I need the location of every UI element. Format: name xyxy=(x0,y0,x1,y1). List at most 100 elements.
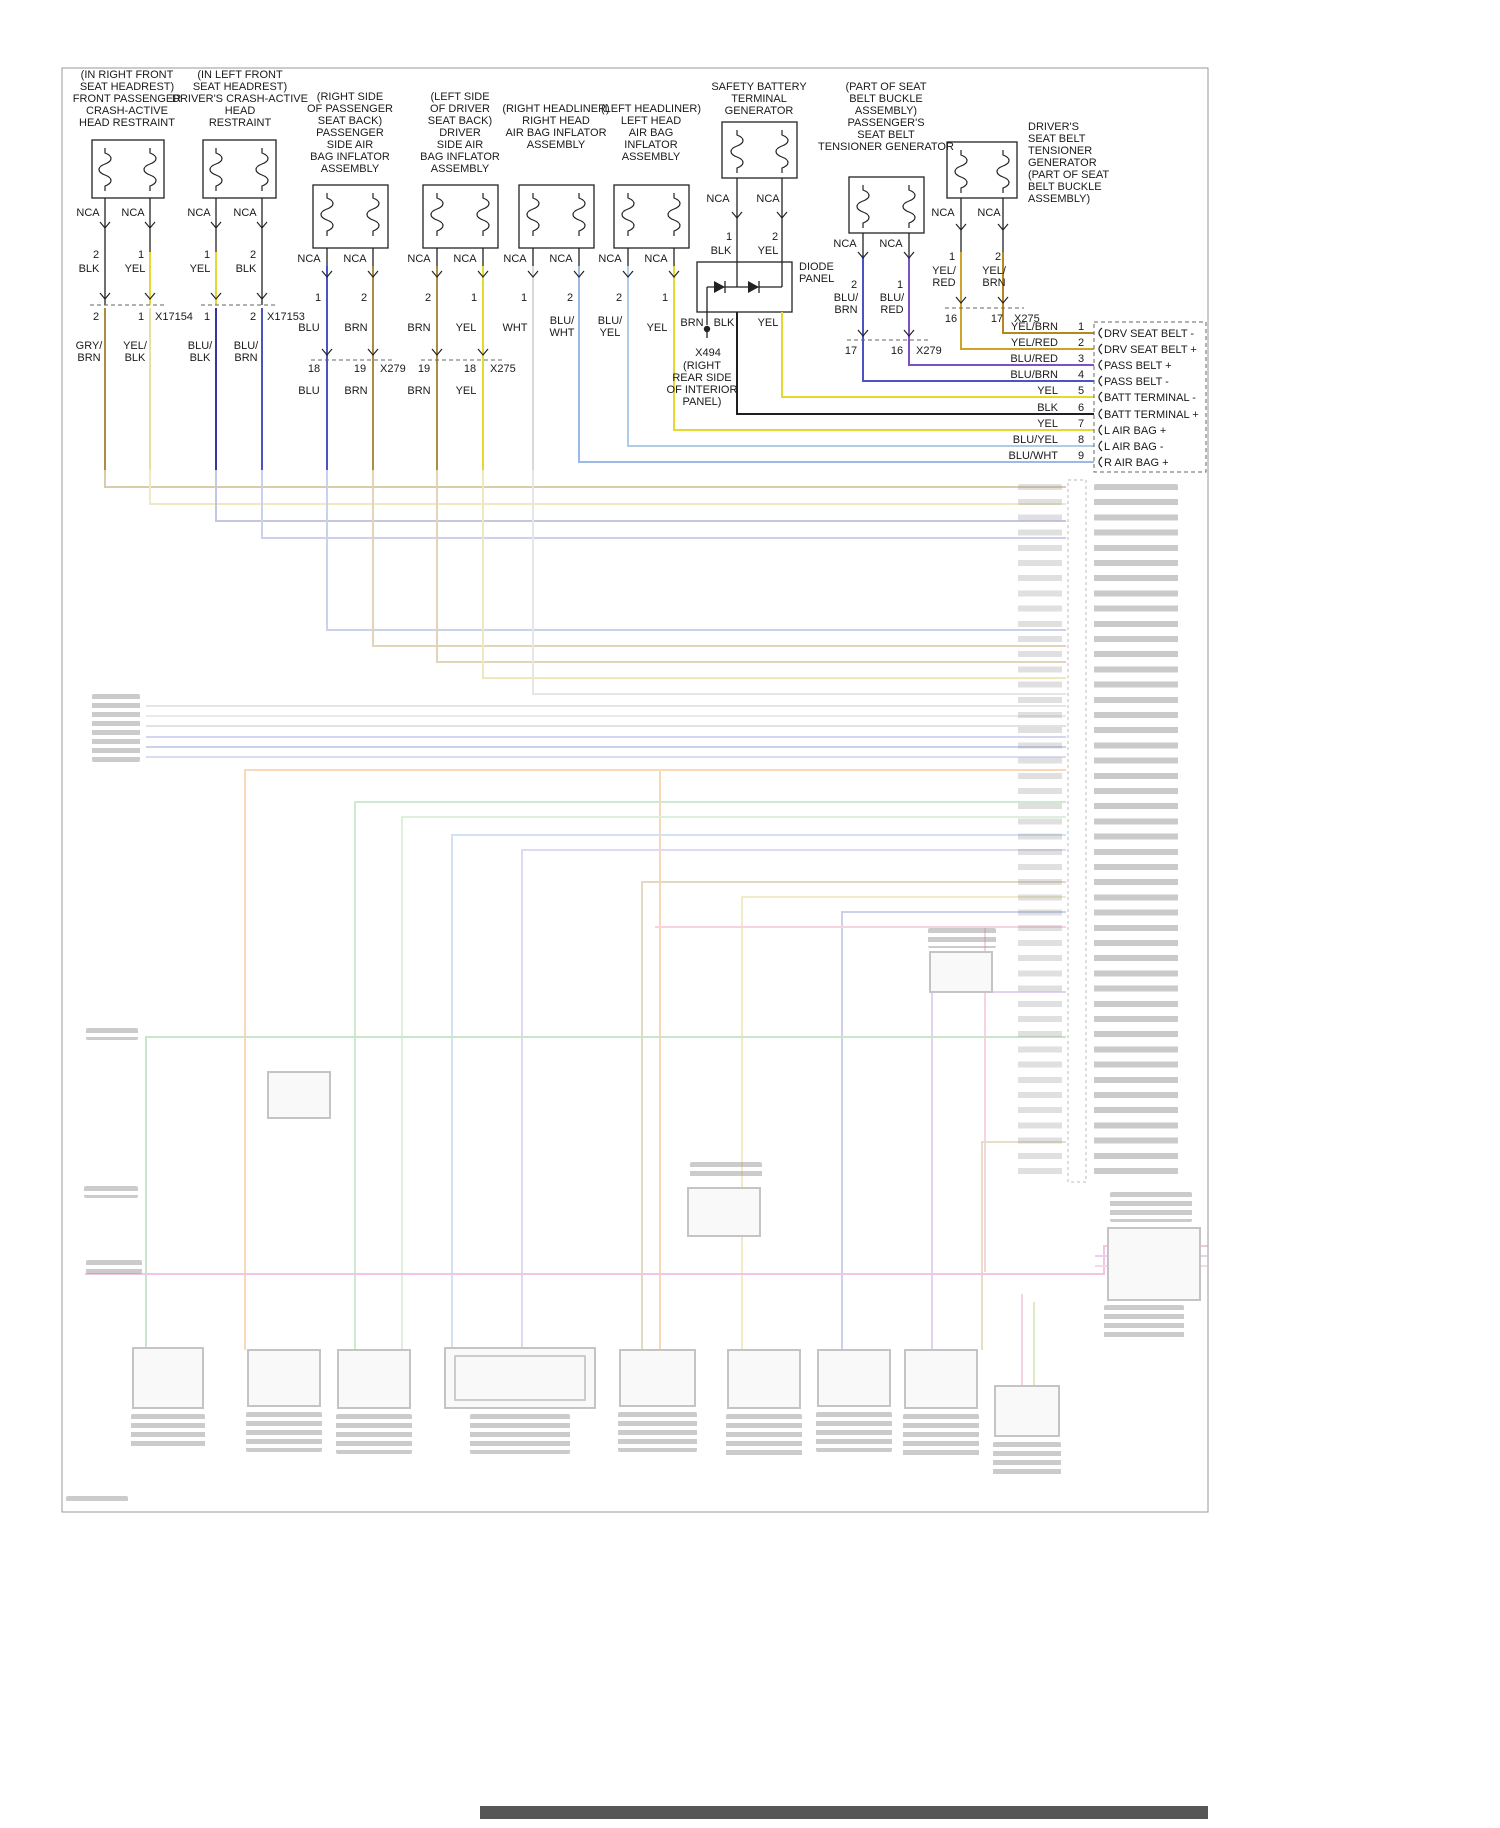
connector-chevron-icon xyxy=(210,292,222,300)
circuit-label: L AIR BAG + xyxy=(1104,425,1166,437)
component-safety-battery-terminal-generator: SAFETY BATTERY TERMINAL GENERATOR NCA NC… xyxy=(667,81,1094,415)
faded-wire xyxy=(641,881,1066,1350)
connector-bracket-icon xyxy=(1098,408,1103,420)
connector-chevron-icon xyxy=(256,221,268,229)
connector-chevron-icon xyxy=(99,292,111,300)
faded-wire xyxy=(326,470,1066,631)
connector-block-outline xyxy=(1093,321,1207,473)
connector-chevron-icon xyxy=(903,329,915,337)
faded-box xyxy=(687,1187,761,1237)
blurred-wire-labels-left-of-strip xyxy=(1018,484,1062,1178)
pin-number: 9 xyxy=(1078,450,1084,462)
blurred-label xyxy=(66,1496,128,1504)
wire-color-label: YEL/RED xyxy=(1011,337,1058,349)
connector-chevron-icon xyxy=(857,251,869,259)
component-title-line: ASSEMBLY xyxy=(321,163,380,175)
connector-id: X275 xyxy=(490,363,516,375)
pin-number: 1 xyxy=(1078,321,1084,333)
nca-label: NCA xyxy=(706,193,730,205)
wire-color-label: YEL/ xyxy=(123,340,148,352)
faded-wire xyxy=(104,470,1066,488)
component-title-line: ASSEMBLY xyxy=(622,151,681,163)
pin-number: 2 xyxy=(616,292,622,304)
wire-color-label: YEL xyxy=(600,327,621,339)
wire-color-label: RED xyxy=(880,304,903,316)
page-edge-bar xyxy=(480,1806,1208,1819)
component-title-line: AIR BAG xyxy=(629,127,674,139)
pin-number: 1 xyxy=(949,251,955,263)
component-title-line: DRIVER'S xyxy=(1028,121,1079,133)
igniter-symbol xyxy=(856,185,870,228)
nca-label: NCA xyxy=(549,253,573,265)
wire-color-label: BLU/RED xyxy=(1010,353,1058,365)
faded-connector-box xyxy=(727,1349,801,1409)
pin-number: 2 xyxy=(93,249,99,261)
igniter-symbol xyxy=(730,130,744,173)
ground-location-line: PANEL) xyxy=(683,396,722,408)
faded-wire xyxy=(215,470,1066,522)
component-box xyxy=(613,184,690,249)
pin-number: 5 xyxy=(1078,385,1084,397)
connector-chevron-icon xyxy=(431,270,443,278)
faded-box xyxy=(267,1071,331,1119)
faded-connector-box xyxy=(337,1349,411,1409)
faded-wire xyxy=(145,1036,1066,1350)
connector-chevron-icon xyxy=(367,270,379,278)
component-title-line: FRONT PASSENGER xyxy=(73,93,181,105)
wire-color-label: BRN xyxy=(982,277,1005,289)
faded-wire xyxy=(401,816,1066,1350)
wire-color-label: BRN xyxy=(407,385,430,397)
connector-chevron-icon xyxy=(321,270,333,278)
faded-wiring-region xyxy=(85,470,1208,1437)
wire-color-label: YEL/ xyxy=(932,265,957,277)
wire-color-label: YEL/BRN xyxy=(1011,321,1058,333)
component-front-passenger-head-restraint: (IN RIGHT FRONT SEAT HEADREST) FRONT PAS… xyxy=(73,69,193,470)
pin-number: 2 xyxy=(361,292,367,304)
component-title-line: CRASH-ACTIVE xyxy=(86,105,168,117)
component-title-line: (LEFT HEADLINER) xyxy=(601,103,701,115)
wire-yel xyxy=(781,312,1094,398)
component-driver-belt-tensioner: DRIVER'S SEAT BELT TENSIONER GENERATOR (… xyxy=(931,121,1109,350)
connector-bracket-icon xyxy=(1098,359,1103,371)
wire-color-label: YEL xyxy=(456,385,477,397)
pin-number: 6 xyxy=(1078,402,1084,414)
pin-number: 1 xyxy=(471,292,477,304)
connector-pin-number: 16 xyxy=(891,345,903,357)
wire-color-label: BRN xyxy=(834,304,857,316)
connector-pin-number: 2 xyxy=(250,311,256,323)
wire-color-label: BLU xyxy=(298,322,319,334)
component-title-line: SEAT BACK) xyxy=(318,115,382,127)
circuit-label: BATT TERMINAL + xyxy=(1104,409,1199,421)
connector-chevron-icon xyxy=(776,211,788,219)
diode-panel-label: PANEL xyxy=(799,273,834,285)
connector-id: X17154 xyxy=(155,311,193,323)
nca-label: NCA xyxy=(598,253,622,265)
component-title-line: SIDE AIR xyxy=(437,139,484,151)
blurred-connector-caption xyxy=(131,1414,205,1448)
wire-color-label: YEL xyxy=(190,263,211,275)
nca-label: NCA xyxy=(233,207,257,219)
nca-label: NCA xyxy=(977,207,1001,219)
connector-chevron-icon xyxy=(857,329,869,337)
component-passenger-side-airbag: (RIGHT SIDE OF PASSENGER SEAT BACK) PASS… xyxy=(297,91,406,470)
connector-chevron-icon xyxy=(997,223,1009,231)
wire-yel-red xyxy=(960,252,1094,350)
pin-number: 3 xyxy=(1078,353,1084,365)
wire-color-label: YEL xyxy=(456,322,477,334)
component-title-line: ASSEMBLY xyxy=(527,139,586,151)
wire-color-label: YEL xyxy=(125,263,146,275)
ground-location-line: REAR SIDE xyxy=(672,372,731,384)
nca-label: NCA xyxy=(407,253,431,265)
wire-blk xyxy=(736,312,1094,415)
component-title-line: BAG INFLATOR xyxy=(420,151,500,163)
igniter-symbol xyxy=(255,148,269,191)
wire-color-label: GRY/ xyxy=(76,340,104,352)
wire-yel xyxy=(673,266,1094,431)
wire-color-label: BLU/ xyxy=(188,340,213,352)
wire-color-label: BLU xyxy=(298,385,319,397)
blurred-connector-caption xyxy=(993,1442,1061,1476)
component-title-line: SEAT HEADREST) xyxy=(193,81,287,93)
faded-connector-box xyxy=(247,1349,321,1407)
pin-number: 1 xyxy=(521,292,527,304)
